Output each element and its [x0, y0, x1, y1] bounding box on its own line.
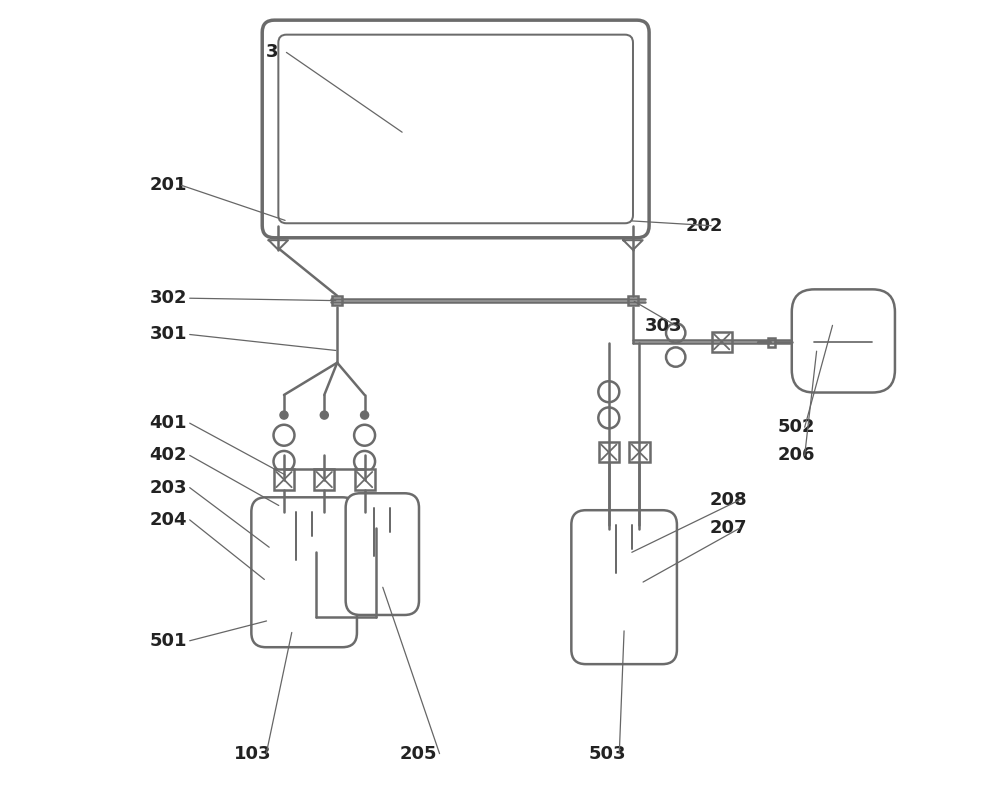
Text: 401: 401: [149, 414, 187, 432]
Circle shape: [274, 425, 294, 446]
Bar: [362, 498, 402, 508]
Text: 203: 203: [149, 479, 187, 496]
Circle shape: [361, 411, 369, 419]
Bar: [314, 469, 334, 489]
FancyBboxPatch shape: [346, 493, 419, 615]
Text: 503: 503: [589, 745, 626, 762]
FancyBboxPatch shape: [262, 20, 649, 238]
Circle shape: [598, 381, 619, 402]
Bar: [628, 296, 638, 305]
Text: 207: 207: [710, 519, 747, 537]
Text: 3: 3: [266, 44, 279, 61]
Text: 208: 208: [710, 491, 747, 509]
Bar: [768, 338, 775, 347]
FancyBboxPatch shape: [792, 289, 895, 393]
Bar: [274, 469, 294, 489]
Text: 402: 402: [149, 447, 187, 464]
Bar: [332, 296, 342, 305]
Circle shape: [320, 411, 328, 419]
Text: 501: 501: [149, 632, 187, 650]
Circle shape: [666, 347, 685, 367]
Text: 502: 502: [778, 418, 816, 436]
Bar: [593, 513, 655, 525]
Bar: [599, 442, 619, 463]
Text: 201: 201: [149, 177, 187, 194]
Bar: [629, 442, 650, 463]
Text: 206: 206: [778, 447, 816, 464]
Bar: [274, 501, 335, 512]
Circle shape: [280, 411, 288, 419]
Text: 205: 205: [399, 745, 437, 762]
Text: 204: 204: [149, 511, 187, 529]
Text: 302: 302: [149, 289, 187, 307]
FancyBboxPatch shape: [251, 497, 357, 647]
Circle shape: [598, 407, 619, 428]
Text: 202: 202: [685, 217, 723, 235]
Text: 103: 103: [234, 745, 272, 762]
Circle shape: [354, 451, 375, 472]
Text: 301: 301: [149, 326, 187, 343]
Circle shape: [666, 323, 685, 343]
Text: 303: 303: [645, 318, 683, 335]
Bar: [712, 332, 732, 351]
FancyBboxPatch shape: [571, 510, 677, 664]
Circle shape: [274, 451, 294, 472]
Bar: [355, 469, 375, 489]
FancyBboxPatch shape: [278, 35, 633, 223]
Circle shape: [354, 425, 375, 446]
